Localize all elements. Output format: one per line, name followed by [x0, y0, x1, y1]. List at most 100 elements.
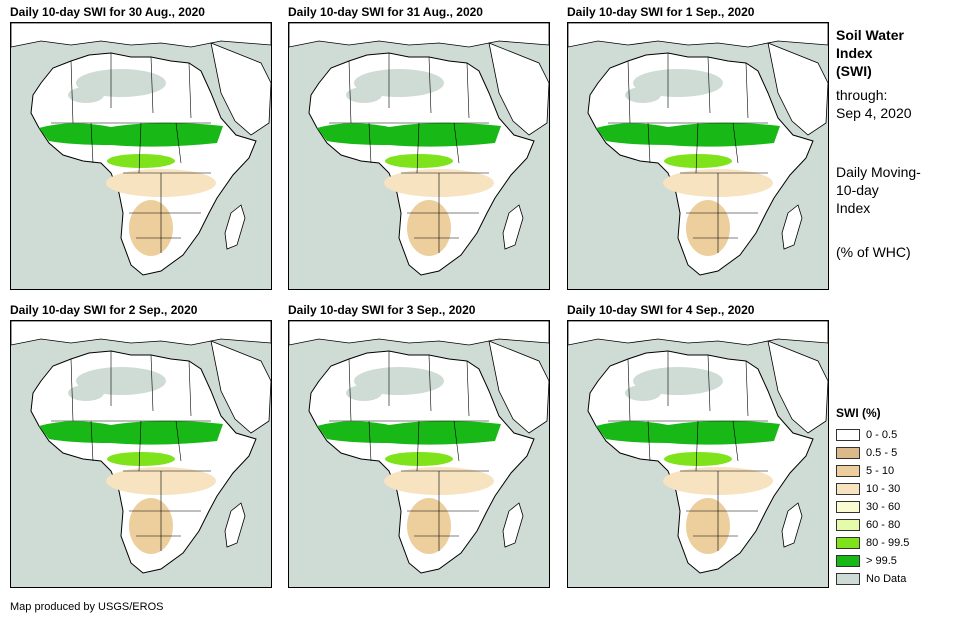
- country-borders: [608, 351, 768, 551]
- legend-item: 80 - 99.5: [836, 534, 956, 552]
- swi-legend: SWI (%) 0 - 0.5 0.5 - 5 5 - 10 10 - 30 30 - …: [836, 406, 956, 588]
- swi-over-99-band: [317, 420, 501, 445]
- panel-title: Daily 10-day SWI for 1 Sep., 2020: [567, 5, 755, 19]
- panel-title: Daily 10-day SWI for 2 Sep., 2020: [10, 303, 198, 317]
- legend-item: 10 - 30: [836, 480, 956, 498]
- no-data-region: [346, 87, 382, 103]
- legend-title: SWI (%): [836, 406, 881, 420]
- map-panel-3-sep: Daily 10-day SWI for 3 Sep., 2020: [288, 303, 550, 588]
- legend-swatch: [836, 555, 860, 567]
- madagascar-land: [781, 502, 803, 548]
- panel-title: Daily 10-day SWI for 4 Sep., 2020: [567, 303, 755, 317]
- legend-item: No Data: [836, 570, 956, 588]
- map-panel-31-aug: Daily 10-day SWI for 31 Aug., 2020: [288, 5, 550, 290]
- swi-5-10-region: [686, 200, 730, 256]
- arabia-land: [210, 340, 271, 434]
- legend-label: 0 - 0.5: [866, 429, 898, 441]
- legend-label: 80 - 99.5: [866, 537, 910, 549]
- europe-land: [289, 23, 549, 48]
- swi-over-99-band: [39, 420, 223, 445]
- country-borders: [608, 53, 768, 253]
- panel-title: Daily 10-day SWI for 31 Aug., 2020: [288, 5, 483, 19]
- map-panel-30-aug: Daily 10-day SWI for 30 Aug., 2020: [10, 5, 272, 290]
- legend-swatch: [836, 429, 860, 441]
- swi-over-99-band: [596, 420, 780, 445]
- arabia-land: [767, 340, 828, 434]
- legend-item: 0 - 0.5: [836, 426, 956, 444]
- legend-swatch: [836, 573, 860, 585]
- swi-map: [567, 320, 829, 588]
- index-title: Soil Water Index (SWI): [836, 27, 904, 79]
- swi-over-99-band: [39, 122, 223, 147]
- madagascar-land: [224, 204, 246, 250]
- arabia-land: [767, 42, 828, 136]
- legend-label: 0.5 - 5: [866, 447, 898, 459]
- swi-80-99-region: [385, 154, 453, 168]
- country-borders: [329, 53, 489, 253]
- swi-5-10-region: [129, 498, 173, 554]
- arabia-land: [488, 340, 549, 434]
- legend-item: 0.5 - 5: [836, 444, 956, 462]
- swi-80-99-region: [664, 154, 732, 168]
- swi-over-99-band: [317, 122, 501, 147]
- swi-80-99-region: [107, 452, 175, 466]
- units-label: (% of WHC): [836, 244, 911, 260]
- legend-item: 30 - 60: [836, 498, 956, 516]
- europe-land: [568, 23, 828, 48]
- swi-over-99-band: [596, 122, 780, 147]
- legend-label: 60 - 80: [866, 519, 901, 531]
- swi-map: [10, 320, 272, 588]
- swi-map: [288, 320, 550, 588]
- legend-label: 5 - 10: [866, 465, 895, 477]
- credit-text: Map produced by USGS/EROS: [10, 601, 164, 613]
- legend-label: 30 - 60: [866, 501, 901, 513]
- no-data-region: [68, 385, 104, 401]
- legend-swatch: [836, 519, 860, 531]
- swi-5-10-region: [407, 200, 451, 256]
- panel-title: Daily 10-day SWI for 30 Aug., 2020: [10, 5, 205, 19]
- arabia-land: [210, 42, 271, 136]
- map-panel-1-sep: Daily 10-day SWI for 1 Sep., 2020: [567, 5, 829, 290]
- arabia-land: [488, 42, 549, 136]
- map-panel-2-sep: Daily 10-day SWI for 2 Sep., 2020: [10, 303, 272, 588]
- no-data-region: [625, 87, 661, 103]
- legend-item: 60 - 80: [836, 516, 956, 534]
- legend-swatch: [836, 447, 860, 459]
- no-data-region: [68, 87, 104, 103]
- legend-swatch: [836, 537, 860, 549]
- europe-land: [289, 321, 549, 346]
- madagascar-land: [502, 502, 524, 548]
- swi-80-99-region: [664, 452, 732, 466]
- europe-land: [11, 23, 271, 48]
- legend-swatch: [836, 465, 860, 477]
- panel-title: Daily 10-day SWI for 3 Sep., 2020: [288, 303, 476, 317]
- legend-swatch: [836, 501, 860, 513]
- swi-5-10-region: [407, 498, 451, 554]
- madagascar-land: [224, 502, 246, 548]
- swi-map: [567, 22, 829, 290]
- swi-5-10-region: [686, 498, 730, 554]
- country-borders: [51, 351, 211, 551]
- europe-land: [11, 321, 271, 346]
- no-data-region: [346, 385, 382, 401]
- legend-label: No Data: [866, 573, 907, 585]
- legend-item: 5 - 10: [836, 462, 956, 480]
- swi-80-99-region: [385, 452, 453, 466]
- swi-80-99-region: [107, 154, 175, 168]
- legend-item: > 99.5: [836, 552, 956, 570]
- index-description: Daily Moving- 10-day Index: [836, 164, 921, 216]
- legend-swatch: [836, 483, 860, 495]
- legend-label: 10 - 30: [866, 483, 901, 495]
- legend-label: > 99.5: [866, 555, 897, 567]
- swi-map: [10, 22, 272, 290]
- madagascar-land: [781, 204, 803, 250]
- through-date: through: Sep 4, 2020: [836, 87, 912, 121]
- europe-land: [568, 321, 828, 346]
- country-borders: [329, 351, 489, 551]
- map-panel-4-sep: Daily 10-day SWI for 4 Sep., 2020: [567, 303, 829, 588]
- swi-5-10-region: [129, 200, 173, 256]
- country-borders: [51, 53, 211, 253]
- madagascar-land: [502, 204, 524, 250]
- swi-map: [288, 22, 550, 290]
- no-data-region: [625, 385, 661, 401]
